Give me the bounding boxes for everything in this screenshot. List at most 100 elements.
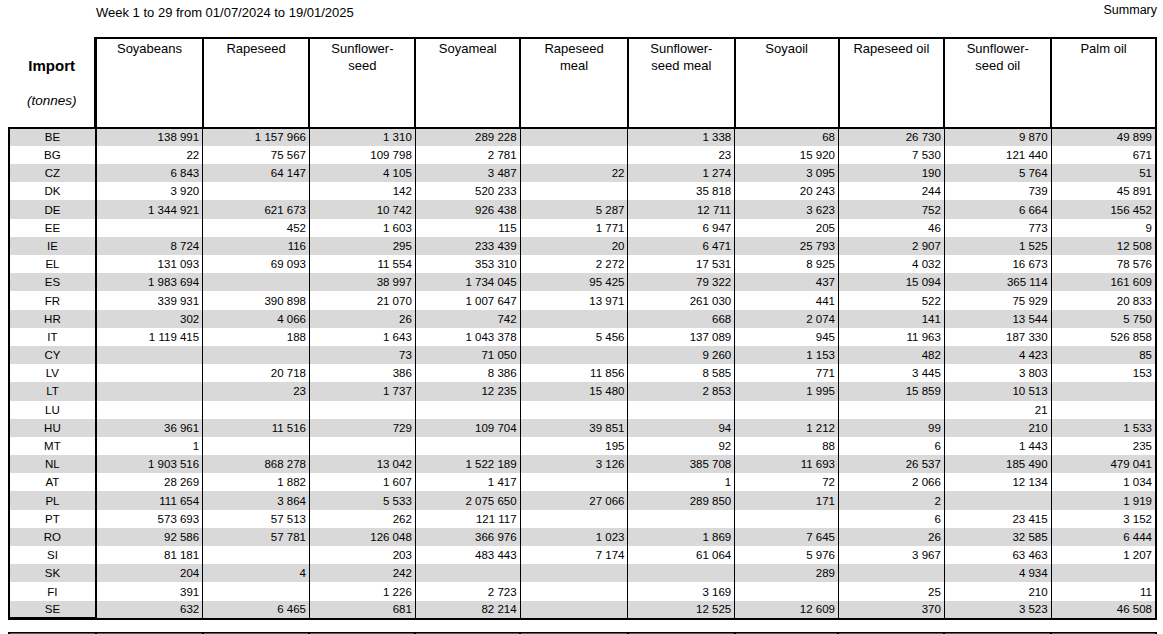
value-cell: 1 533 [1051, 419, 1156, 437]
value-cell: 92 [628, 437, 735, 455]
row-label: MT [9, 437, 96, 455]
value-cell: 4 [203, 564, 310, 582]
value-cell: 1 869 [628, 528, 735, 546]
corner-title: Import [9, 56, 94, 76]
value-cell: 94 [628, 419, 735, 437]
value-cell [520, 564, 628, 582]
row-label: IE [9, 237, 96, 255]
table-row: MT1195928861 443235 [9, 437, 1156, 455]
table-row: ES1 983 69438 9971 734 04595 42579 32243… [9, 273, 1156, 291]
value-cell: 1 007 647 [415, 291, 520, 309]
value-cell: 36 961 [96, 419, 203, 437]
value-cell: 771 [735, 364, 839, 382]
value-cell: 261 030 [628, 291, 735, 309]
value-cell: 1 522 189 [415, 455, 520, 473]
row-label: SK [9, 564, 96, 582]
value-cell: 386 [309, 364, 415, 382]
row-label: RO [9, 528, 96, 546]
value-cell [309, 401, 415, 419]
table-row: LV20 7183868 38611 8568 5857713 4453 803… [9, 364, 1156, 382]
value-cell: 370 [839, 601, 945, 619]
value-cell: 69 093 [203, 255, 310, 273]
value-cell: 3 445 [839, 364, 945, 382]
value-cell: 6 947 [628, 219, 735, 237]
row-label: BG [9, 146, 96, 164]
table-header: Import (tonnes) SoyabeansRapeseedSunflow… [9, 38, 1156, 128]
value-cell: 5 764 [944, 164, 1051, 182]
value-cell [628, 401, 735, 419]
value-cell: 6 843 [96, 164, 203, 182]
value-cell: 79 322 [628, 273, 735, 291]
value-cell: 3 623 [735, 200, 839, 218]
row-label: LT [9, 382, 96, 400]
value-cell: 4 934 [944, 564, 1051, 582]
column-header: Soyameal [415, 38, 520, 128]
value-cell: 3 523 [944, 601, 1051, 619]
row-label: FR [9, 291, 96, 309]
value-cell: 482 [839, 346, 945, 364]
value-cell: 1 417 [415, 473, 520, 491]
value-cell: 1 995 [735, 382, 839, 400]
table-row: DE1 344 921621 67310 742926 4385 28712 7… [9, 200, 1156, 218]
value-cell [520, 601, 628, 619]
value-cell: 15 920 [735, 146, 839, 164]
table-row: SK20442422894 934 [9, 564, 1156, 582]
value-cell: 121 440 [944, 146, 1051, 164]
value-cell [520, 346, 628, 364]
row-label: CY [9, 346, 96, 364]
value-cell: 12 235 [415, 382, 520, 400]
value-cell: 131 093 [96, 255, 203, 273]
value-cell: 3 169 [628, 582, 735, 600]
value-cell: 5 287 [520, 200, 628, 218]
value-cell: 729 [309, 419, 415, 437]
value-cell [415, 401, 520, 419]
row-label: DE [9, 200, 96, 218]
table-row: SE6326 46568182 21412 52512 6093703 5234… [9, 601, 1156, 619]
value-cell: 188 [203, 328, 310, 346]
value-cell: 668 [628, 310, 735, 328]
value-cell: 742 [415, 310, 520, 328]
value-cell: 13 544 [944, 310, 1051, 328]
value-cell [628, 510, 735, 528]
value-cell: 92 586 [96, 528, 203, 546]
report-title: Week 1 to 29 from 01/07/2024 to 19/01/20… [96, 3, 354, 20]
value-cell: 681 [309, 601, 415, 619]
corner-unit: (tonnes) [9, 92, 94, 110]
row-label: NL [9, 455, 96, 473]
value-cell: 17 531 [628, 255, 735, 273]
value-cell: 3 967 [839, 546, 945, 564]
summary-label: Summary [1104, 3, 1157, 17]
value-cell [203, 546, 310, 564]
value-cell: 116 [203, 237, 310, 255]
value-cell: 156 452 [1051, 200, 1156, 218]
value-cell [415, 564, 520, 582]
value-cell [520, 401, 628, 419]
column-header: Palm oil [1051, 38, 1156, 128]
value-cell [1051, 401, 1156, 419]
value-cell: 2 272 [520, 255, 628, 273]
value-cell [944, 491, 1051, 509]
value-cell: 1 603 [309, 219, 415, 237]
column-header: Rapeseed oil [839, 38, 945, 128]
value-cell: 61 064 [628, 546, 735, 564]
value-cell: 8 925 [735, 255, 839, 273]
value-cell [96, 346, 203, 364]
table-row: EE4521 6031151 7716 947205467739 [9, 219, 1156, 237]
value-cell: 242 [309, 564, 415, 582]
value-cell [735, 401, 839, 419]
value-cell: 8 585 [628, 364, 735, 382]
value-cell: 2 907 [839, 237, 945, 255]
value-cell: 210 [944, 419, 1051, 437]
column-header: Sunflower- seed meal [628, 38, 735, 128]
value-cell: 8 724 [96, 237, 203, 255]
value-cell: 171 [735, 491, 839, 509]
value-cell: 12 711 [628, 200, 735, 218]
value-cell: 12 525 [628, 601, 735, 619]
value-cell: 26 537 [839, 455, 945, 473]
value-cell: 1 226 [309, 582, 415, 600]
value-cell: 142 [309, 182, 415, 200]
value-cell: 126 048 [309, 528, 415, 546]
value-cell: 1 525 [944, 237, 1051, 255]
value-cell: 632 [96, 601, 203, 619]
value-cell [1051, 382, 1156, 400]
